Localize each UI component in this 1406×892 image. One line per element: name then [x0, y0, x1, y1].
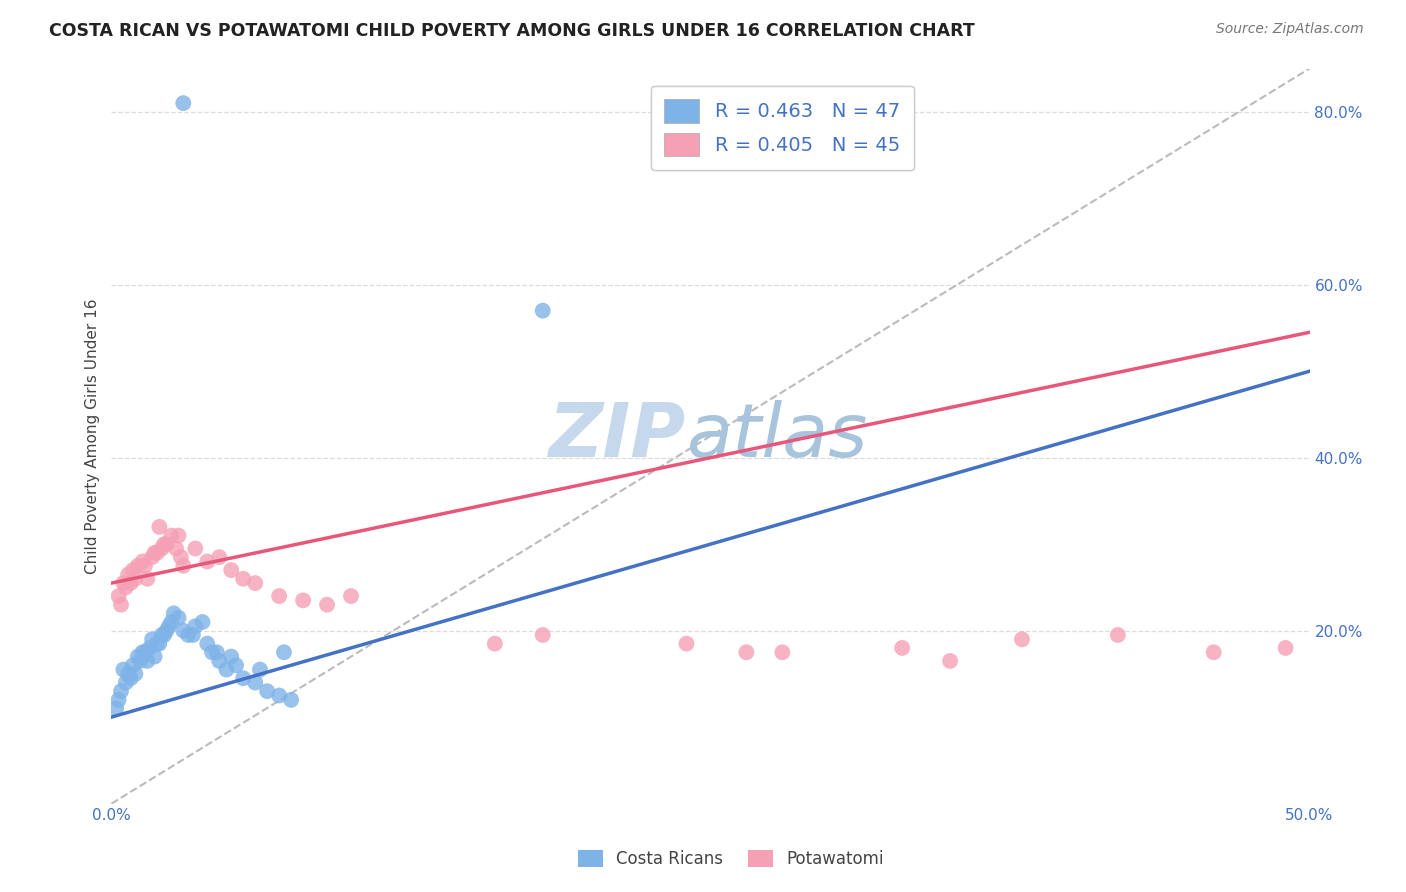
Point [129, 654, 152, 668]
Point [280, 693, 302, 707]
Point [939, 654, 962, 668]
Point [219, 563, 242, 577]
Point [1011, 632, 1033, 647]
Point [167, 528, 190, 542]
Text: Source: ZipAtlas.com: Source: ZipAtlas.com [1216, 22, 1364, 37]
Point [107, 693, 129, 707]
Point [163, 607, 186, 621]
Point [112, 663, 135, 677]
Point [243, 576, 266, 591]
Legend: Costa Ricans, Potawatomi: Costa Ricans, Potawatomi [571, 843, 891, 875]
Point [146, 546, 169, 560]
Point [195, 554, 218, 568]
Point [269, 689, 291, 703]
Point [131, 645, 153, 659]
Point [141, 550, 163, 565]
Point [232, 572, 254, 586]
Point [1107, 628, 1129, 642]
Point [122, 563, 145, 577]
Point [117, 666, 139, 681]
Point [146, 637, 169, 651]
Point [150, 628, 173, 642]
Point [340, 589, 363, 603]
Point [1274, 640, 1296, 655]
Point [215, 663, 238, 677]
Point [110, 684, 132, 698]
Point [160, 615, 183, 629]
Point [219, 649, 242, 664]
Point [484, 637, 506, 651]
Point [160, 528, 183, 542]
Point [117, 567, 139, 582]
Point [134, 645, 156, 659]
Point [148, 520, 170, 534]
Point [131, 554, 153, 568]
Point [243, 675, 266, 690]
Point [232, 671, 254, 685]
Point [269, 589, 291, 603]
Point [150, 541, 173, 556]
Legend: R = 0.463   N = 47, R = 0.405   N = 45: R = 0.463 N = 47, R = 0.405 N = 45 [651, 86, 914, 170]
Point [1202, 645, 1225, 659]
Point [770, 645, 793, 659]
Point [181, 628, 204, 642]
Point [139, 640, 162, 655]
Point [256, 684, 278, 698]
Point [273, 645, 295, 659]
Point [208, 550, 231, 565]
Point [143, 649, 166, 664]
Point [172, 558, 194, 573]
Point [165, 541, 187, 556]
Point [157, 619, 180, 633]
Point [136, 654, 159, 668]
Point [531, 628, 554, 642]
Point [112, 576, 135, 591]
Point [201, 645, 224, 659]
Point [114, 675, 136, 690]
Point [225, 658, 247, 673]
Text: COSTA RICAN VS POTAWATOMI CHILD POVERTY AMONG GIRLS UNDER 16 CORRELATION CHART: COSTA RICAN VS POTAWATOMI CHILD POVERTY … [49, 22, 974, 40]
Point [316, 598, 339, 612]
Point [120, 671, 142, 685]
Point [141, 632, 163, 647]
Point [184, 541, 207, 556]
Point [134, 558, 156, 573]
Point [153, 537, 176, 551]
Point [177, 628, 200, 642]
Point [127, 558, 149, 573]
Y-axis label: Child Poverty Among Girls Under 16: Child Poverty Among Girls Under 16 [86, 298, 100, 574]
Point [107, 589, 129, 603]
Point [184, 619, 207, 633]
Point [120, 576, 142, 591]
Point [195, 637, 218, 651]
Point [110, 598, 132, 612]
Point [136, 572, 159, 586]
Point [155, 624, 177, 638]
Text: atlas: atlas [686, 401, 868, 472]
Point [170, 550, 193, 565]
Text: ZIP: ZIP [550, 400, 686, 473]
Point [675, 637, 697, 651]
Point [148, 637, 170, 651]
Point [735, 645, 758, 659]
Point [143, 546, 166, 560]
Point [122, 658, 145, 673]
Point [172, 624, 194, 638]
Point [172, 96, 194, 111]
Point [208, 654, 231, 668]
Point [155, 537, 177, 551]
Point [105, 701, 128, 715]
Point [292, 593, 315, 607]
Point [127, 649, 149, 664]
Point [249, 663, 271, 677]
Point [531, 303, 554, 318]
Point [205, 645, 228, 659]
Point [153, 628, 176, 642]
Point [124, 666, 146, 681]
Point [891, 640, 914, 655]
Point [124, 572, 146, 586]
Point [114, 581, 136, 595]
Point [191, 615, 214, 629]
Point [167, 610, 190, 624]
